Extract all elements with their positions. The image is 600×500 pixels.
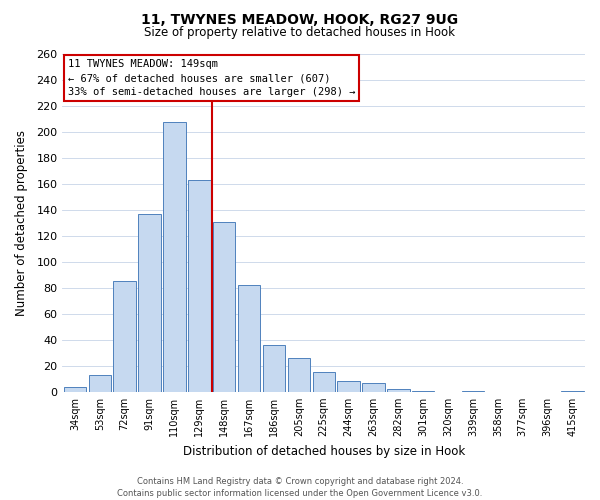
Bar — [462, 390, 484, 392]
Bar — [562, 390, 584, 392]
Bar — [313, 372, 335, 392]
Bar — [139, 214, 161, 392]
Text: 11, TWYNES MEADOW, HOOK, RG27 9UG: 11, TWYNES MEADOW, HOOK, RG27 9UG — [142, 12, 458, 26]
Y-axis label: Number of detached properties: Number of detached properties — [15, 130, 28, 316]
Bar — [188, 180, 211, 392]
Bar — [387, 389, 410, 392]
Text: 11 TWYNES MEADOW: 149sqm
← 67% of detached houses are smaller (607)
33% of semi-: 11 TWYNES MEADOW: 149sqm ← 67% of detach… — [68, 59, 355, 97]
Bar — [213, 222, 235, 392]
Bar — [89, 375, 111, 392]
Bar — [287, 358, 310, 392]
Bar — [412, 390, 434, 392]
X-axis label: Distribution of detached houses by size in Hook: Distribution of detached houses by size … — [182, 444, 465, 458]
Bar — [64, 386, 86, 392]
Text: Size of property relative to detached houses in Hook: Size of property relative to detached ho… — [145, 26, 455, 39]
Bar — [337, 382, 360, 392]
Bar — [163, 122, 185, 392]
Bar — [113, 282, 136, 392]
Bar — [362, 382, 385, 392]
Text: Contains HM Land Registry data © Crown copyright and database right 2024.
Contai: Contains HM Land Registry data © Crown c… — [118, 476, 482, 498]
Bar — [263, 345, 285, 392]
Bar — [238, 286, 260, 392]
